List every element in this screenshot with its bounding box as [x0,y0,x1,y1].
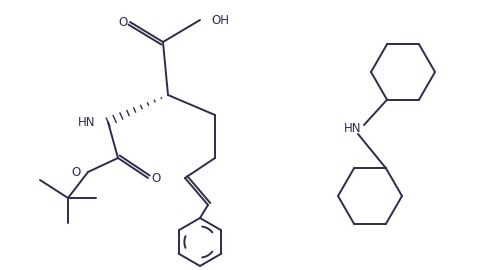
Text: HN: HN [344,122,362,134]
Text: O: O [151,171,161,184]
Text: OH: OH [211,14,229,26]
Text: HN: HN [78,116,95,129]
Text: O: O [119,15,127,29]
Text: O: O [72,166,81,178]
